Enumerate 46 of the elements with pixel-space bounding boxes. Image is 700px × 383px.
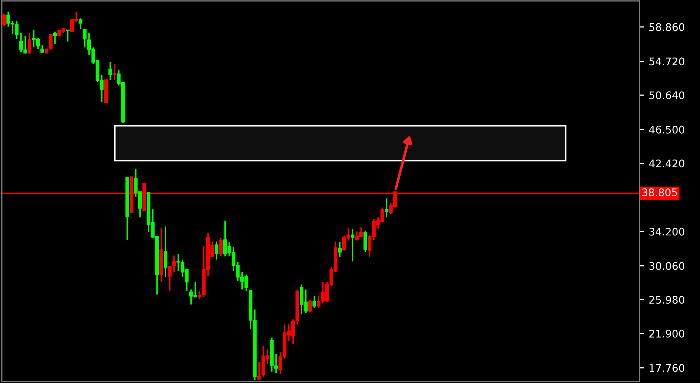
candlestick xyxy=(300,284,304,316)
y-tick-label: 25.980 xyxy=(650,296,685,304)
y-tick-label: 21.900 xyxy=(650,330,685,338)
y-tick-label: 50.640 xyxy=(650,92,685,100)
candlestick xyxy=(338,242,342,258)
candlestick xyxy=(350,228,355,262)
candlestick xyxy=(28,32,32,54)
candlestick xyxy=(385,198,389,218)
candlestick xyxy=(219,238,223,258)
candlestick xyxy=(312,296,316,309)
y-tick-label: 54.720 xyxy=(650,58,685,66)
candlestick xyxy=(172,255,176,274)
y-tick-label: 46.500 xyxy=(649,126,685,134)
candlestick xyxy=(214,240,219,261)
candlestick xyxy=(321,282,325,304)
y-tick-label: 30.060 xyxy=(650,262,685,270)
candlestick xyxy=(108,62,112,81)
candlestick xyxy=(380,206,384,224)
candlestick xyxy=(244,274,248,292)
candlestick xyxy=(308,299,312,313)
candlestick xyxy=(355,231,359,242)
candlestick xyxy=(189,289,194,306)
candlestick xyxy=(53,31,58,45)
candlestick xyxy=(262,345,266,378)
candlestick xyxy=(49,34,53,50)
candlestick xyxy=(104,80,108,104)
candlestick xyxy=(360,226,364,238)
candlestick xyxy=(180,259,185,278)
y-tick-label: 42.420 xyxy=(649,160,685,168)
candlestick xyxy=(304,289,308,314)
y-tick-label: 34.200 xyxy=(650,228,685,236)
candlestick xyxy=(223,220,228,258)
candlestick xyxy=(164,226,168,278)
candlestick xyxy=(316,294,321,309)
ref-line-label: 38.805 xyxy=(642,188,678,197)
candlestick xyxy=(2,14,6,27)
candlestick xyxy=(32,29,36,48)
y-tick-label: 58.860 xyxy=(650,23,685,32)
candlestick xyxy=(36,38,40,50)
candlestick xyxy=(342,235,346,252)
candlestick xyxy=(112,63,117,81)
y-tick-label: 17.760 xyxy=(650,364,685,372)
candlestick xyxy=(66,29,70,42)
candlestick xyxy=(70,19,74,32)
candlestick xyxy=(364,230,368,254)
candlestick xyxy=(24,35,28,54)
